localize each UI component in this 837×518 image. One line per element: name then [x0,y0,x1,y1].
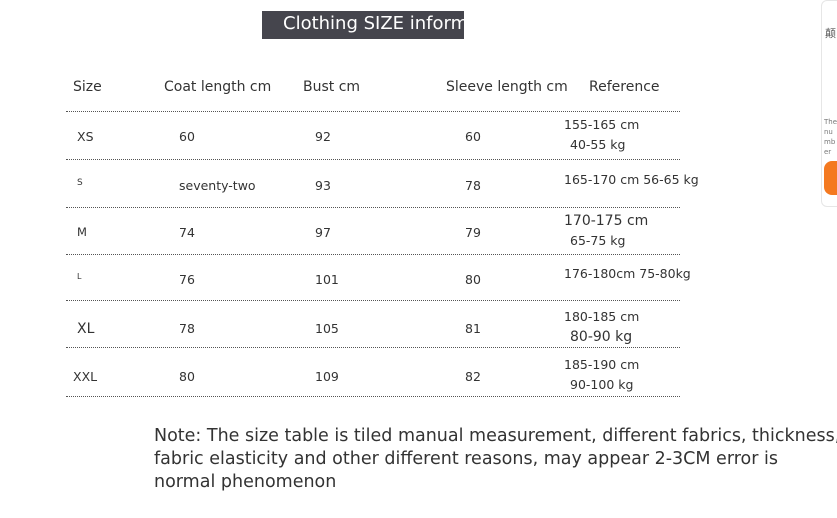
size-label: XS [77,129,94,144]
row-divider [66,396,680,397]
cell-value: 74 [179,225,195,240]
side-text: The nu mb er [824,118,837,156]
reference-text: 65-75 kg [570,233,626,248]
cell-value: 78 [465,178,481,193]
cell-value: 80 [179,369,195,384]
row-divider [66,111,680,112]
reference-text: 80-90 kg [570,329,633,345]
title: Clothing SIZE inform [283,13,464,34]
size-label: XXL [73,369,98,384]
reference-text: 165-170 cm 56-65 kg [564,172,699,187]
reference-text: 176-180cm 75-80kg [564,266,691,281]
title-box: Clothing SIZE inform [262,11,464,39]
cell-value: 105 [315,321,339,336]
cell-value: 76 [179,272,195,287]
row-divider [66,300,680,301]
reference-text: 90-100 kg [570,377,634,392]
size-label: XL [77,321,95,337]
cell-value: 80 [465,272,481,287]
cell-value: 92 [315,129,331,144]
cell-value: 82 [465,369,481,384]
row-divider [66,207,680,208]
cell-value: 109 [315,369,339,384]
cell-value: 97 [315,225,331,240]
column-header: Bust cm [303,79,361,95]
side-text: 颠 [825,27,836,40]
reference-text: 155-165 cm [564,117,640,132]
column-header: Reference [589,79,660,95]
cell-value: seventy-two [179,178,256,193]
row-divider [66,347,680,348]
side-panel: 颠 The nu mb er [821,0,837,207]
row-divider [66,254,680,255]
cell-value: 79 [465,225,481,240]
cell-value: 93 [315,178,331,193]
reference-text: 185-190 cm [564,357,640,372]
column-header: Size [73,79,102,95]
size-label: L [77,272,82,281]
size-label: M [77,225,87,239]
row-divider [66,159,680,160]
note: Note: The size table is tiled manual mea… [154,426,837,492]
cell-value: 60 [465,129,481,144]
column-header: Sleeve length cm [446,79,568,95]
cell-value: 81 [465,321,481,336]
reference-text: 40-55 kg [570,137,626,152]
size-label: S [77,178,83,188]
reference-text: 180-185 cm [564,309,640,324]
cell-value: 101 [315,272,339,287]
cell-value: 60 [179,129,195,144]
side-button[interactable] [824,161,837,195]
reference-text: 170-175 cm [564,213,649,229]
cell-value: 78 [179,321,195,336]
column-header: Coat length cm [164,79,272,95]
